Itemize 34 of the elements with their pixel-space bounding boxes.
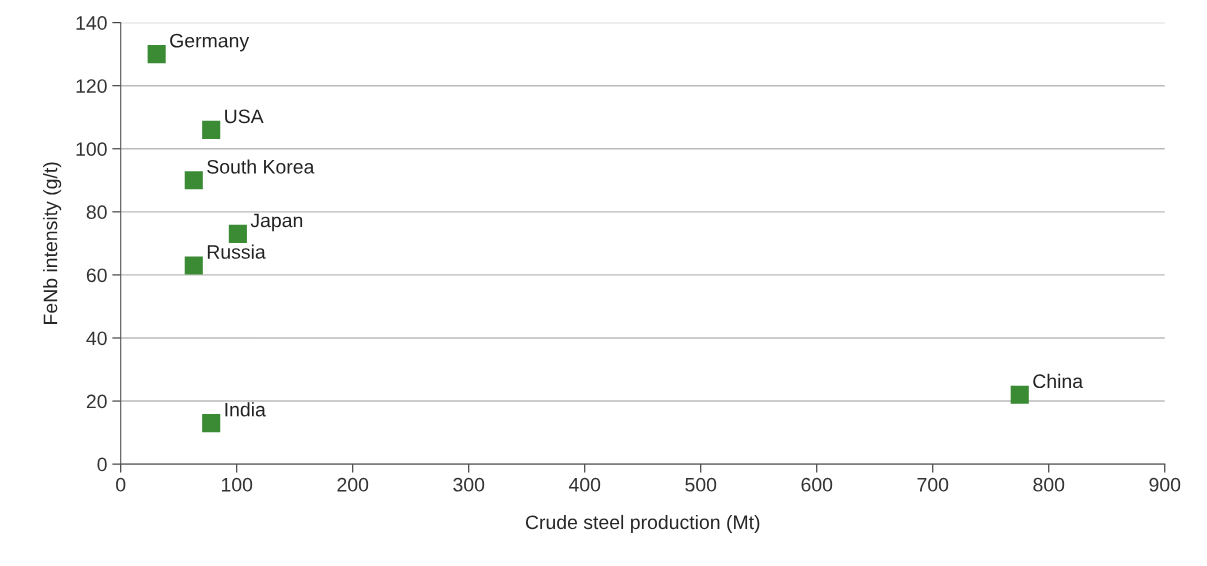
y-tick-label: 80 (86, 205, 107, 220)
annotation: Germany (170, 33, 250, 52)
x-tick-label: 600 (801, 477, 833, 492)
x-tick-label: 0 (116, 477, 126, 492)
y-tick-label: 140 (76, 16, 107, 30)
y-tick-label: 120 (76, 79, 107, 93)
point (184, 171, 203, 190)
x-tick-label: 100 (221, 477, 253, 492)
point (202, 414, 221, 433)
y-tick-label: 0 (97, 457, 107, 472)
point (202, 120, 221, 139)
x-tick-label: 700 (917, 477, 949, 492)
x-tick-label: 300 (453, 477, 485, 492)
x-tick-label: 200 (337, 477, 369, 492)
point (228, 224, 247, 243)
x-tick-label: 400 (568, 477, 601, 492)
y-tick-label: 100 (76, 142, 107, 157)
annotation: Japan (250, 213, 303, 232)
annotation: China (1033, 373, 1084, 389)
y-tick-label: 60 (86, 268, 107, 283)
annotation: Russia (207, 244, 266, 259)
point (1010, 385, 1029, 404)
x-tick-label: 500 (685, 477, 717, 492)
y-tick-label: 20 (86, 394, 107, 409)
point (184, 256, 203, 275)
annotation: India (225, 402, 266, 417)
annotation: USA (225, 109, 264, 124)
annotation: South Korea (207, 159, 315, 174)
x-axis-title: Crude steel production (Mt) (525, 514, 760, 534)
x-tick-label: 900 (1149, 477, 1181, 492)
point (147, 45, 166, 64)
x-tick-label: 800 (1033, 477, 1065, 492)
y-axis-title: FeNb intensity (g/t) (43, 162, 62, 324)
y-tick-label: 40 (86, 331, 107, 346)
